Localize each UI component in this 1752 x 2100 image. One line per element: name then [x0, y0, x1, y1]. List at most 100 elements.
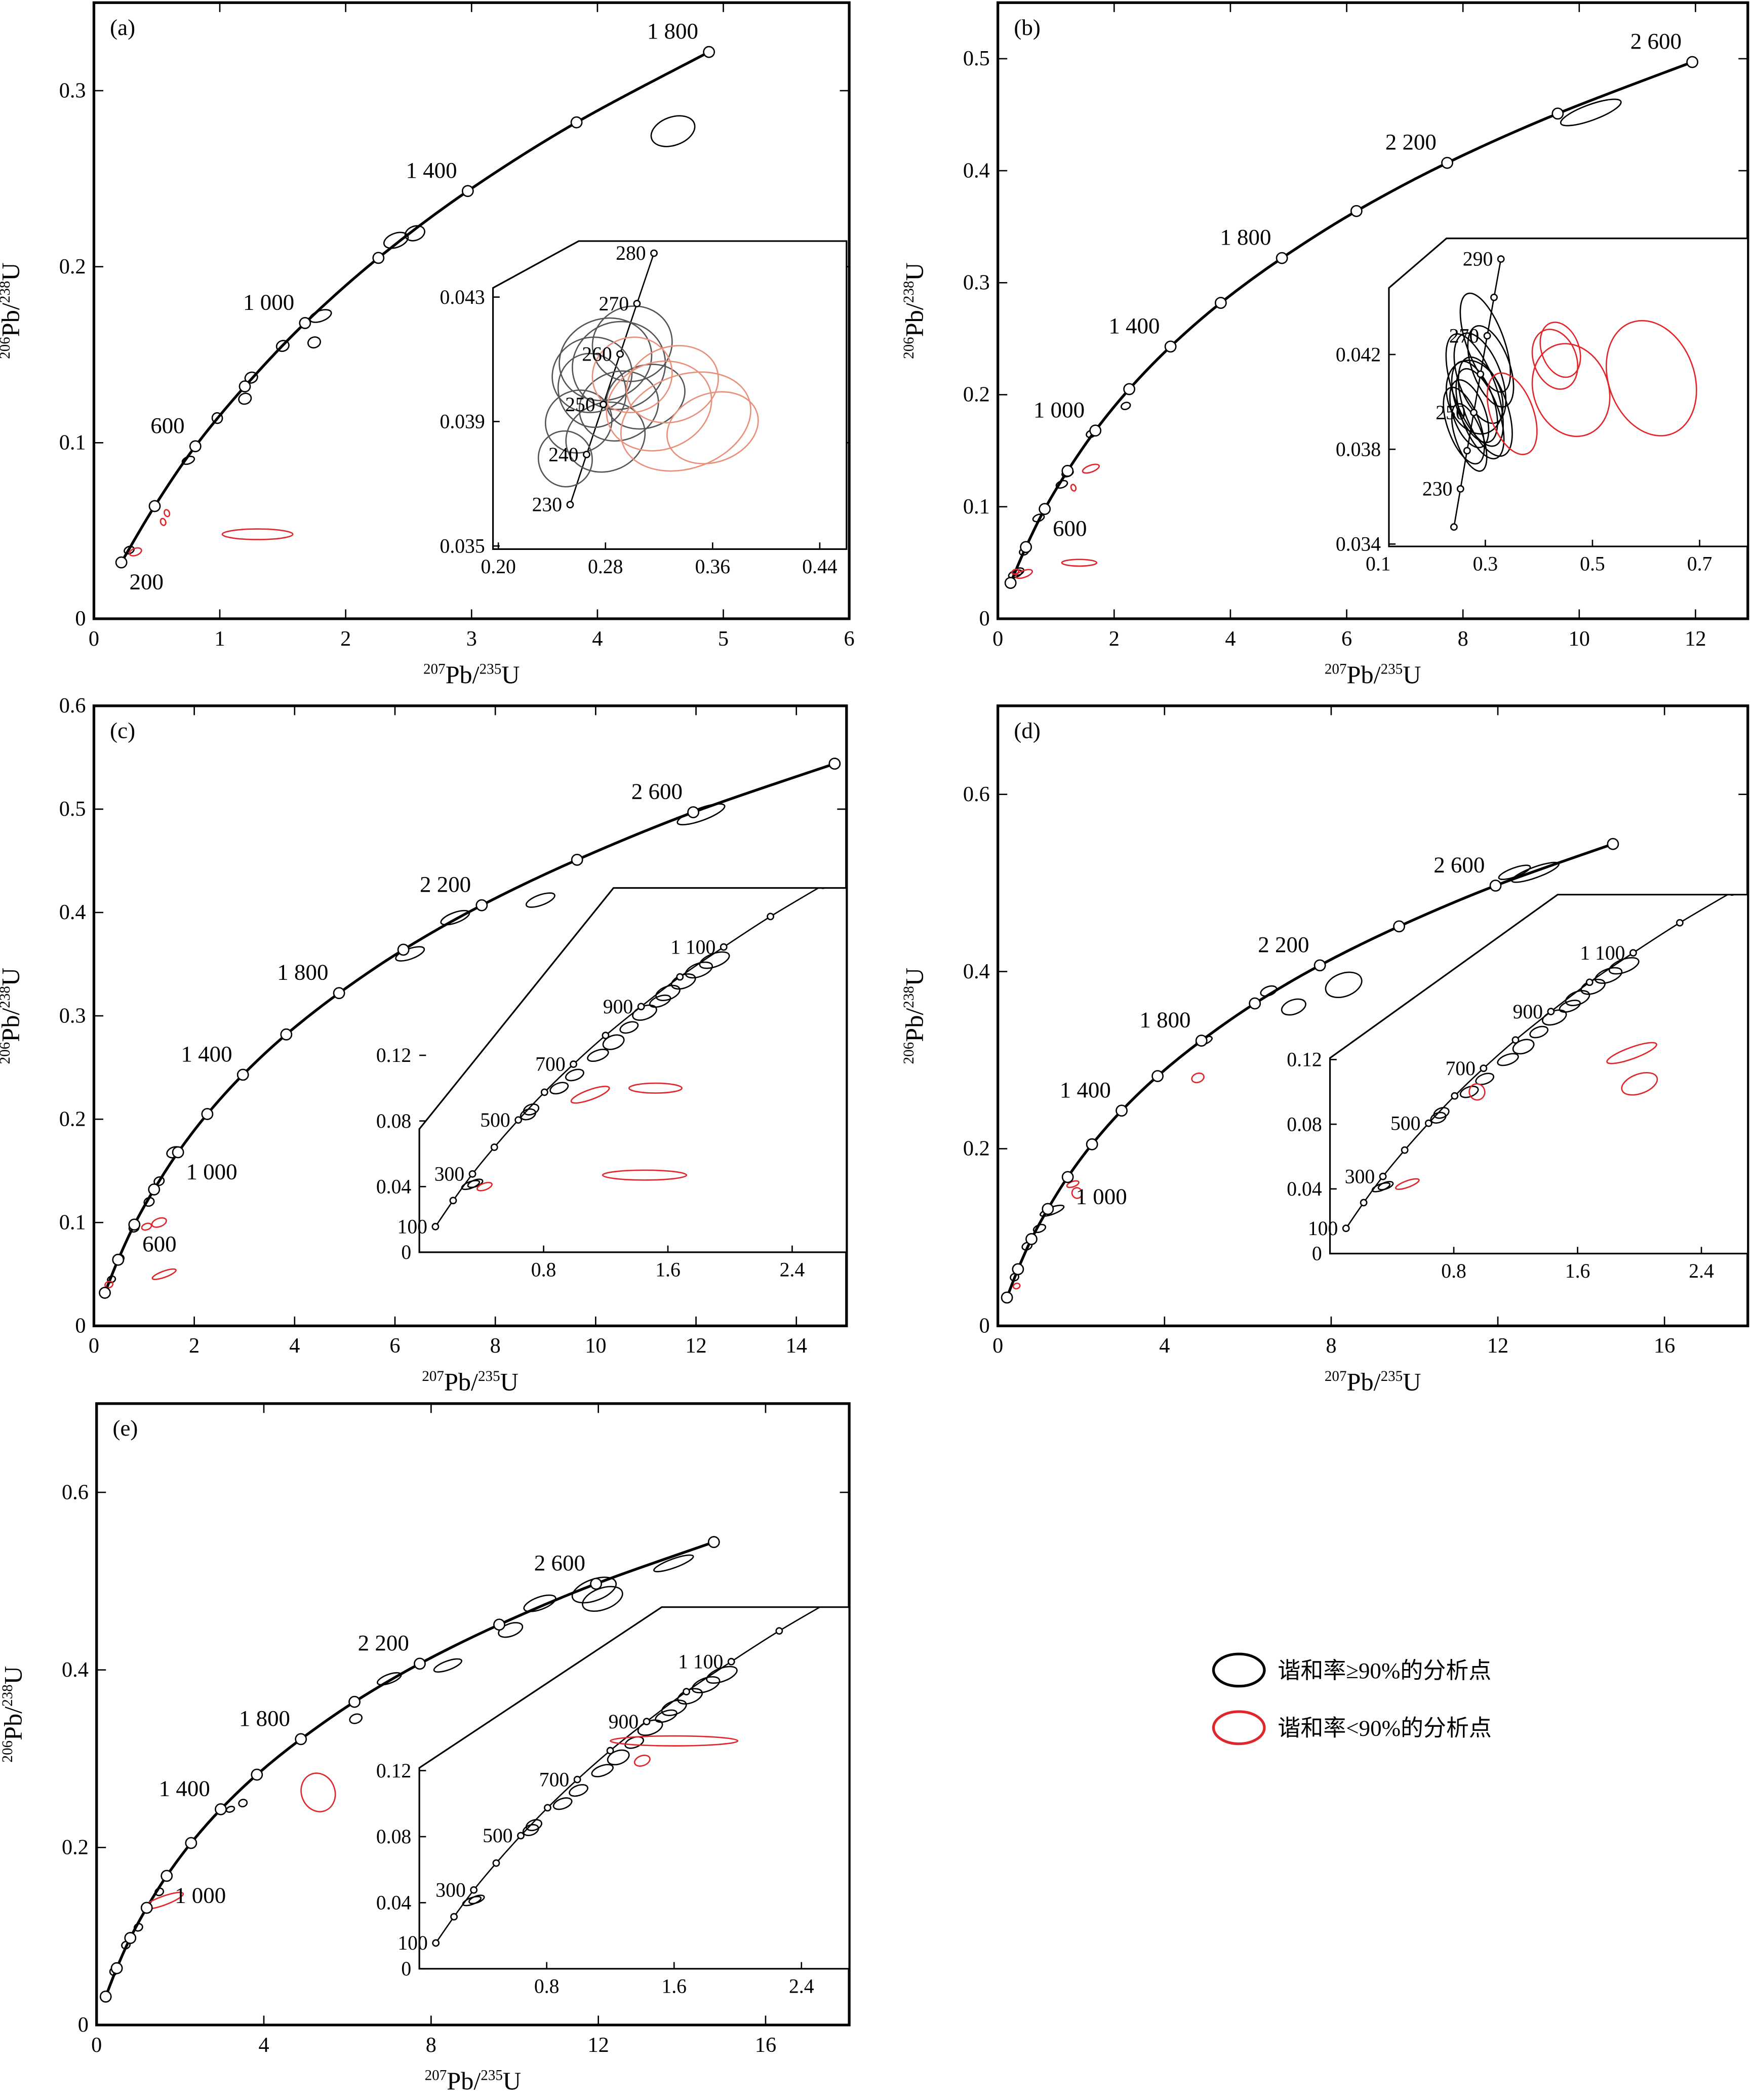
x-tick-label: 2.4 — [1689, 1260, 1714, 1282]
age-point — [583, 451, 590, 458]
y-tick-label: 0.4 — [62, 1658, 89, 1682]
age-point — [414, 1657, 426, 1670]
x-tick-label: 16 — [755, 2033, 776, 2057]
age-point — [1511, 1036, 1520, 1044]
age-label: 2 200 — [1385, 129, 1437, 154]
age-point — [1195, 1035, 1208, 1047]
error-ellipse — [706, 1666, 738, 1684]
error-ellipse — [164, 509, 171, 518]
age-point — [1276, 252, 1288, 264]
age-label: 280 — [616, 242, 646, 264]
legend-swatch — [1212, 1710, 1266, 1746]
age-point — [566, 501, 574, 508]
age-point — [251, 1768, 263, 1781]
plot-area — [115, 46, 715, 569]
axis-title: 206Pb/238U — [0, 262, 24, 359]
error-ellipse — [666, 391, 759, 465]
x-tick-label: 0.8 — [531, 1258, 556, 1281]
error-ellipse — [153, 1176, 165, 1186]
plot-area — [1443, 255, 1697, 531]
panel-label: (b) — [1014, 15, 1040, 40]
age-point — [397, 943, 410, 956]
error-ellipse — [569, 1784, 588, 1797]
x-tick-label: 2.4 — [789, 1975, 814, 1997]
age-point — [1123, 383, 1136, 395]
age-label: 500 — [480, 1109, 510, 1131]
error-ellipse — [1377, 1181, 1394, 1191]
error-ellipse — [349, 1713, 363, 1724]
plot-area — [1342, 894, 1736, 1233]
axis-title: 206Pb/238U — [0, 968, 24, 1064]
axis-title-sup: 235 — [481, 2067, 503, 2083]
age-point — [1379, 1172, 1387, 1180]
axis-title-part: Pb/ — [444, 1367, 478, 1396]
age-label: 2 200 — [1258, 932, 1309, 957]
axis-title-sup: 206 — [901, 1042, 917, 1064]
error-ellipse — [440, 909, 470, 926]
axis-title-part: U — [0, 1666, 27, 1684]
age-point — [128, 1218, 141, 1231]
age-label: 1 000 — [175, 1882, 226, 1908]
y-tick-label: 0.12 — [1287, 1049, 1322, 1071]
error-ellipse — [551, 336, 633, 414]
plot-frame — [418, 887, 848, 1253]
error-ellipse — [1498, 864, 1531, 880]
error-ellipse — [1015, 569, 1033, 579]
y-tick-label: 0.08 — [376, 1110, 411, 1132]
error-ellipse — [238, 392, 252, 405]
error-ellipse — [570, 1086, 610, 1104]
age-point — [1313, 959, 1326, 972]
axis-title-sup: 238 — [0, 281, 13, 303]
age-point — [633, 300, 641, 307]
error-ellipse — [143, 1197, 155, 1207]
error-ellipse — [1559, 1000, 1581, 1013]
age-label: 500 — [1390, 1112, 1420, 1134]
concordia-curve — [434, 888, 823, 1227]
age-point — [775, 1627, 783, 1635]
error-ellipse — [628, 1082, 683, 1094]
x-tick-label: 6 — [844, 627, 855, 651]
age-point — [1342, 1224, 1350, 1233]
x-tick-label: 0 — [992, 1334, 1003, 1358]
inset-plot: 0.8 1.6 2.4 0 0.04 0.08 0.12 100 300 500 700 900 1 1… — [1287, 894, 1749, 1282]
age-label: 900 — [1513, 1001, 1543, 1023]
age-label: 1 000 — [1033, 397, 1085, 422]
axis-title-part: Pb/ — [447, 2067, 481, 2095]
age-point — [687, 806, 699, 818]
error-ellipse — [1560, 98, 1622, 127]
legend-label: 谐和率≥90%的分析点 — [1278, 1658, 1491, 1683]
axis-title-part: Pb/ — [900, 303, 929, 337]
panel-label: (a) — [110, 15, 135, 40]
age-point — [148, 1183, 161, 1196]
error-ellipse — [1325, 971, 1363, 998]
axis-title-sup: 207 — [1325, 1368, 1347, 1384]
x-tick-label: 3 — [466, 627, 477, 651]
axis-title-sup: 207 — [1325, 661, 1347, 677]
x-tick-label: 0 — [89, 627, 99, 651]
plot-frame — [997, 704, 1749, 1327]
error-ellipse — [1595, 967, 1623, 984]
age-point — [1477, 370, 1485, 378]
error-ellipse — [211, 412, 223, 424]
age-point — [99, 1287, 111, 1299]
age-label: 1 800 — [277, 960, 328, 985]
age-point — [1676, 919, 1684, 927]
error-ellipse — [225, 1805, 235, 1813]
age-point — [490, 1143, 498, 1151]
age-point — [1401, 1146, 1409, 1154]
error-ellipse — [151, 1217, 167, 1228]
error-ellipse — [476, 1181, 493, 1192]
error-ellipse — [376, 1672, 402, 1686]
concordia-curve — [435, 1607, 833, 1944]
y-tick-label: 0 — [401, 1958, 411, 1980]
age-point — [201, 1108, 214, 1120]
age-point — [1451, 1092, 1459, 1100]
axis-title: 207Pb/235U — [1325, 660, 1421, 689]
plot-area — [99, 1536, 720, 2003]
y-tick-label: 0.12 — [376, 1044, 411, 1066]
y-tick-label: 0.2 — [963, 383, 990, 407]
age-label: 300 — [435, 1879, 465, 1901]
age-label: 600 — [150, 413, 184, 438]
error-ellipse — [1281, 998, 1306, 1016]
